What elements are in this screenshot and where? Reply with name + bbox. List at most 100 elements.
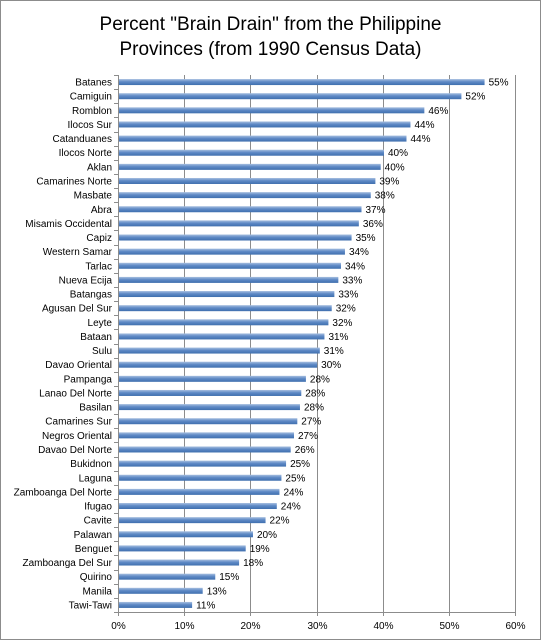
value-label: 24% (283, 487, 303, 498)
bar (119, 276, 339, 283)
value-label: 19% (250, 544, 270, 555)
value-label: 27% (301, 417, 321, 428)
value-label: 34% (349, 247, 369, 258)
bar (119, 503, 277, 510)
bar (119, 474, 282, 481)
bar (119, 517, 266, 524)
value-label: 37% (365, 205, 385, 216)
value-label: 18% (243, 558, 263, 569)
category-label: Bukidnon (70, 459, 112, 470)
bar (119, 531, 253, 538)
value-label: 40% (388, 148, 408, 159)
category-label: Catanduanes (53, 134, 113, 145)
bar (119, 404, 300, 411)
x-tick-label: 50% (439, 621, 459, 632)
bar (119, 333, 325, 340)
category-label: Ilocos Norte (59, 148, 113, 159)
bar (119, 163, 381, 170)
category-label: Batangas (70, 290, 112, 301)
value-label: 35% (356, 233, 376, 244)
value-label: 27% (298, 431, 318, 442)
category-label: Lanao Del Norte (39, 388, 112, 399)
category-label: Nueva Ecija (59, 275, 113, 286)
value-label: 46% (428, 106, 448, 117)
bar (119, 559, 240, 566)
value-label: 26% (295, 445, 315, 456)
value-label: 25% (290, 459, 310, 470)
bar (119, 319, 329, 326)
bar (119, 107, 425, 114)
category-label: Quirino (80, 572, 113, 583)
value-label: 13% (207, 586, 227, 597)
bar (119, 375, 306, 382)
value-label: 33% (338, 290, 358, 301)
category-label: Aklan (87, 162, 112, 173)
value-label: 28% (305, 388, 325, 399)
category-label: Capiz (86, 233, 112, 244)
category-label: Palawan (74, 530, 112, 541)
bar (119, 149, 384, 156)
bar (119, 220, 359, 227)
value-label: 38% (375, 191, 395, 202)
bar (119, 587, 203, 594)
bar (119, 601, 193, 608)
value-label: 33% (342, 275, 362, 286)
bar (119, 234, 352, 241)
bar (119, 573, 216, 580)
value-label: 39% (379, 176, 399, 187)
x-tick-label: 40% (373, 621, 393, 632)
bar (119, 460, 287, 467)
category-label: Zamboanga Del Sur (23, 558, 113, 569)
bar (119, 79, 485, 86)
value-label: 31% (324, 346, 344, 357)
value-label: 20% (257, 530, 277, 541)
bar (119, 121, 411, 128)
category-label: Leyte (88, 318, 113, 329)
category-label: Cavite (84, 516, 113, 527)
category-label: Camarines Norte (36, 176, 112, 187)
category-label: Benguet (75, 544, 112, 555)
category-label: Tarlac (85, 261, 112, 272)
bar (119, 192, 371, 199)
value-label: 34% (345, 261, 365, 272)
bar (119, 206, 362, 213)
value-label: 32% (336, 304, 356, 315)
value-label: 22% (270, 516, 290, 527)
category-label: Ilocos Sur (68, 120, 113, 131)
chart-title-line-1: Percent "Brain Drain" from the Philippin… (99, 14, 442, 35)
x-tick-label: 0% (111, 621, 126, 632)
category-label: Batanes (75, 78, 112, 89)
value-label: 24% (281, 502, 301, 513)
bar (119, 389, 302, 396)
category-label: Davao Oriental (45, 360, 112, 371)
value-label: 40% (385, 162, 405, 173)
category-label: Laguna (79, 473, 113, 484)
value-label: 36% (363, 219, 383, 230)
bar (119, 135, 407, 142)
category-label: Masbate (74, 191, 113, 202)
category-label: Tawi-Tawi (69, 600, 112, 611)
category-label: Misamis Occidental (25, 219, 112, 230)
bar (119, 432, 295, 439)
bars (119, 79, 485, 608)
value-label: 44% (414, 120, 434, 131)
value-label: 44% (410, 134, 430, 145)
category-label: Sulu (92, 346, 112, 357)
chart-title: Percent "Brain Drain" from the Philippin… (0, 12, 541, 62)
bar (119, 545, 246, 552)
labels: 0% 10% 20% 30% 40% 50% 60% Batanes 55% Camiguin 52… (14, 78, 526, 632)
category-label: Davao Del Norte (38, 445, 112, 456)
bar (119, 248, 345, 255)
category-label: Pampanga (64, 374, 113, 385)
chart-title-line-2: Provinces (from 1990 Census Data) (119, 39, 422, 60)
x-tick-label: 30% (307, 621, 327, 632)
category-label: Camiguin (70, 92, 112, 103)
value-label: 31% (328, 332, 348, 343)
category-label: Camarines Sur (45, 417, 112, 428)
x-tick-label: 10% (174, 621, 194, 632)
category-label: Ifugao (84, 502, 112, 513)
value-label: 30% (321, 360, 341, 371)
axes (114, 75, 516, 616)
value-label: 11% (196, 600, 215, 611)
value-label: 25% (285, 473, 305, 484)
